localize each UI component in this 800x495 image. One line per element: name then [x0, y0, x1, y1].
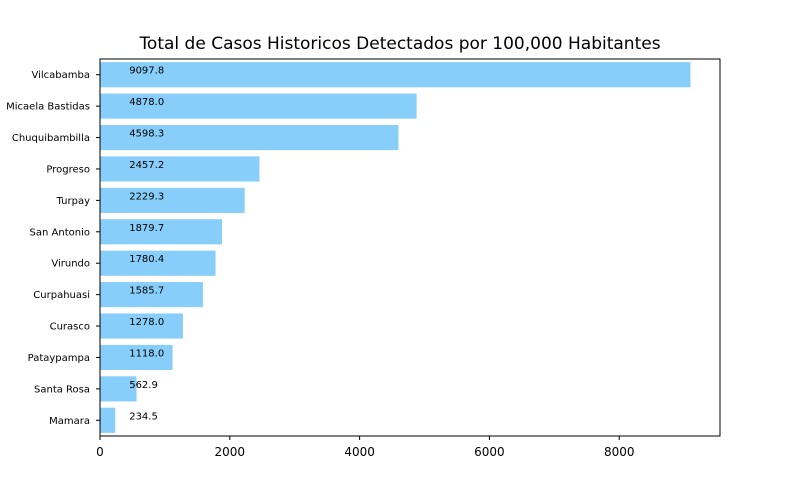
bar — [100, 93, 417, 119]
bar — [100, 187, 245, 213]
data-label: 4878.0 — [129, 97, 164, 108]
x-tick-label: 8000 — [604, 445, 635, 459]
y-tick-label: Pataypampa — [28, 353, 90, 364]
y-tick-label: Vilcabamba — [32, 70, 91, 81]
bars-layer — [100, 62, 691, 433]
data-label: 9097.8 — [129, 66, 164, 77]
y-tick-label: Micaela Bastidas — [6, 102, 90, 113]
bar — [100, 124, 399, 151]
x-axis: 0 2000 4000 6000 8000 — [96, 436, 634, 459]
y-tick-label: Turpay — [56, 196, 91, 207]
y-tick-label: Chuquibambilla — [12, 133, 90, 144]
x-tick-label: 0 — [96, 445, 104, 459]
data-label: 234.5 — [129, 411, 158, 422]
bar — [100, 282, 203, 308]
x-tick-label: 4000 — [344, 445, 375, 459]
data-label: 2229.3 — [129, 191, 164, 202]
data-label: 1585.7 — [129, 286, 164, 297]
chart-title: Total de Casos Historicos Detectados por… — [138, 34, 660, 54]
y-tick-label: San Antonio — [30, 227, 90, 238]
x-tick-label: 6000 — [474, 445, 505, 459]
data-label: 1278.0 — [129, 317, 164, 328]
bar — [100, 407, 116, 433]
data-labels-layer: 9097.8 4878.0 4598.3 2457.2 2229.3 1879.7 1780… — [129, 66, 164, 423]
data-label: 1879.7 — [129, 223, 164, 234]
y-tick-label: Mamara — [49, 416, 90, 427]
bar — [100, 156, 260, 182]
y-tick-label: Santa Rosa — [34, 384, 90, 395]
data-label: 1780.4 — [129, 254, 164, 265]
data-label: 1118.0 — [129, 348, 164, 359]
bar — [100, 250, 216, 276]
bar — [100, 313, 183, 339]
y-tick-label: Virundo — [51, 259, 90, 270]
y-tick-label: Curasco — [50, 322, 90, 333]
plot-frame — [99, 58, 721, 437]
bar — [100, 376, 137, 402]
y-tick-label: Curpahuasi — [33, 290, 90, 301]
y-tick-label: Progreso — [46, 164, 90, 175]
bar — [100, 344, 173, 371]
bar — [100, 219, 222, 245]
bar — [100, 62, 691, 88]
y-axis: Vilcabamba Micaela Bastidas Chuquibambilla… — [6, 70, 100, 427]
data-label: 2457.2 — [129, 160, 164, 171]
data-label: 562.9 — [129, 380, 158, 391]
x-tick-label: 2000 — [215, 445, 246, 459]
data-label: 4598.3 — [129, 129, 164, 140]
